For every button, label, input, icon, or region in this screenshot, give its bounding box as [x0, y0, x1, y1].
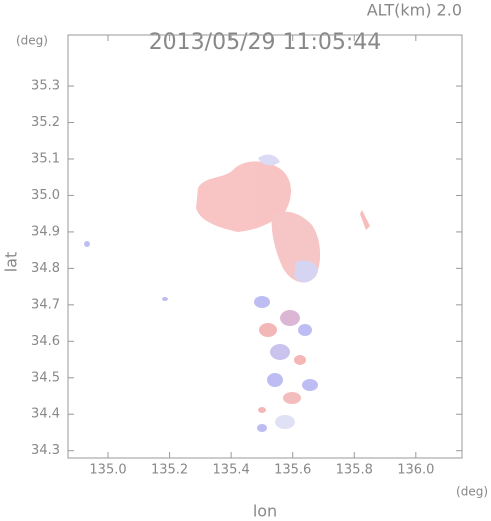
y-tick-label: 35.2: [31, 115, 60, 130]
x-axis-label: lon: [253, 502, 277, 521]
y-unit: (deg): [16, 34, 48, 48]
echo-region: [254, 296, 270, 308]
plot-frame: [67, 34, 463, 459]
echo-region: [280, 310, 300, 326]
echo-region: [267, 373, 283, 387]
echo-region: [294, 260, 318, 283]
chart-title: 2013/05/29 11:05:44: [149, 30, 382, 55]
x-tick-label: 136.0: [397, 463, 434, 478]
y-tick-label: 34.3: [31, 443, 60, 458]
y-tick-label: 34.9: [31, 224, 60, 239]
x-tick-label: 135.4: [213, 463, 250, 478]
x-tick-label: 135.8: [336, 463, 373, 478]
y-tick-label: 34.7: [31, 297, 60, 312]
x-tick-label: 135.0: [89, 463, 126, 478]
altitude-label: ALT(km) 2.0: [367, 1, 462, 20]
echo-field: [84, 154, 370, 432]
echo-region: [275, 415, 295, 429]
y-tick-label: 35.0: [31, 188, 60, 203]
echo-region: [196, 161, 291, 232]
echo-region: [298, 324, 312, 336]
echo-region: [258, 154, 280, 166]
y-axis-label: lat: [2, 252, 21, 273]
echo-region: [294, 355, 306, 365]
y-tick-label: 35.1: [31, 151, 60, 166]
x-unit: (deg): [456, 485, 488, 499]
echo-region: [162, 297, 168, 301]
echo-region: [270, 344, 290, 360]
y-tick-label: 34.5: [31, 370, 60, 385]
echo-region: [257, 424, 267, 432]
y-tick-label: 35.3: [31, 79, 60, 94]
echo-region: [259, 323, 277, 337]
echo-region: [258, 407, 266, 413]
x-tick-label: 135.2: [151, 463, 188, 478]
y-tick-label: 34.4: [31, 407, 60, 422]
x-tick-label: 135.6: [274, 463, 311, 478]
y-tick-label: 34.8: [31, 261, 60, 276]
echo-region: [360, 210, 370, 230]
echo-region: [84, 241, 90, 247]
y-tick-label: 34.6: [31, 334, 60, 349]
echo-region: [283, 392, 301, 404]
echo-region: [302, 379, 318, 391]
